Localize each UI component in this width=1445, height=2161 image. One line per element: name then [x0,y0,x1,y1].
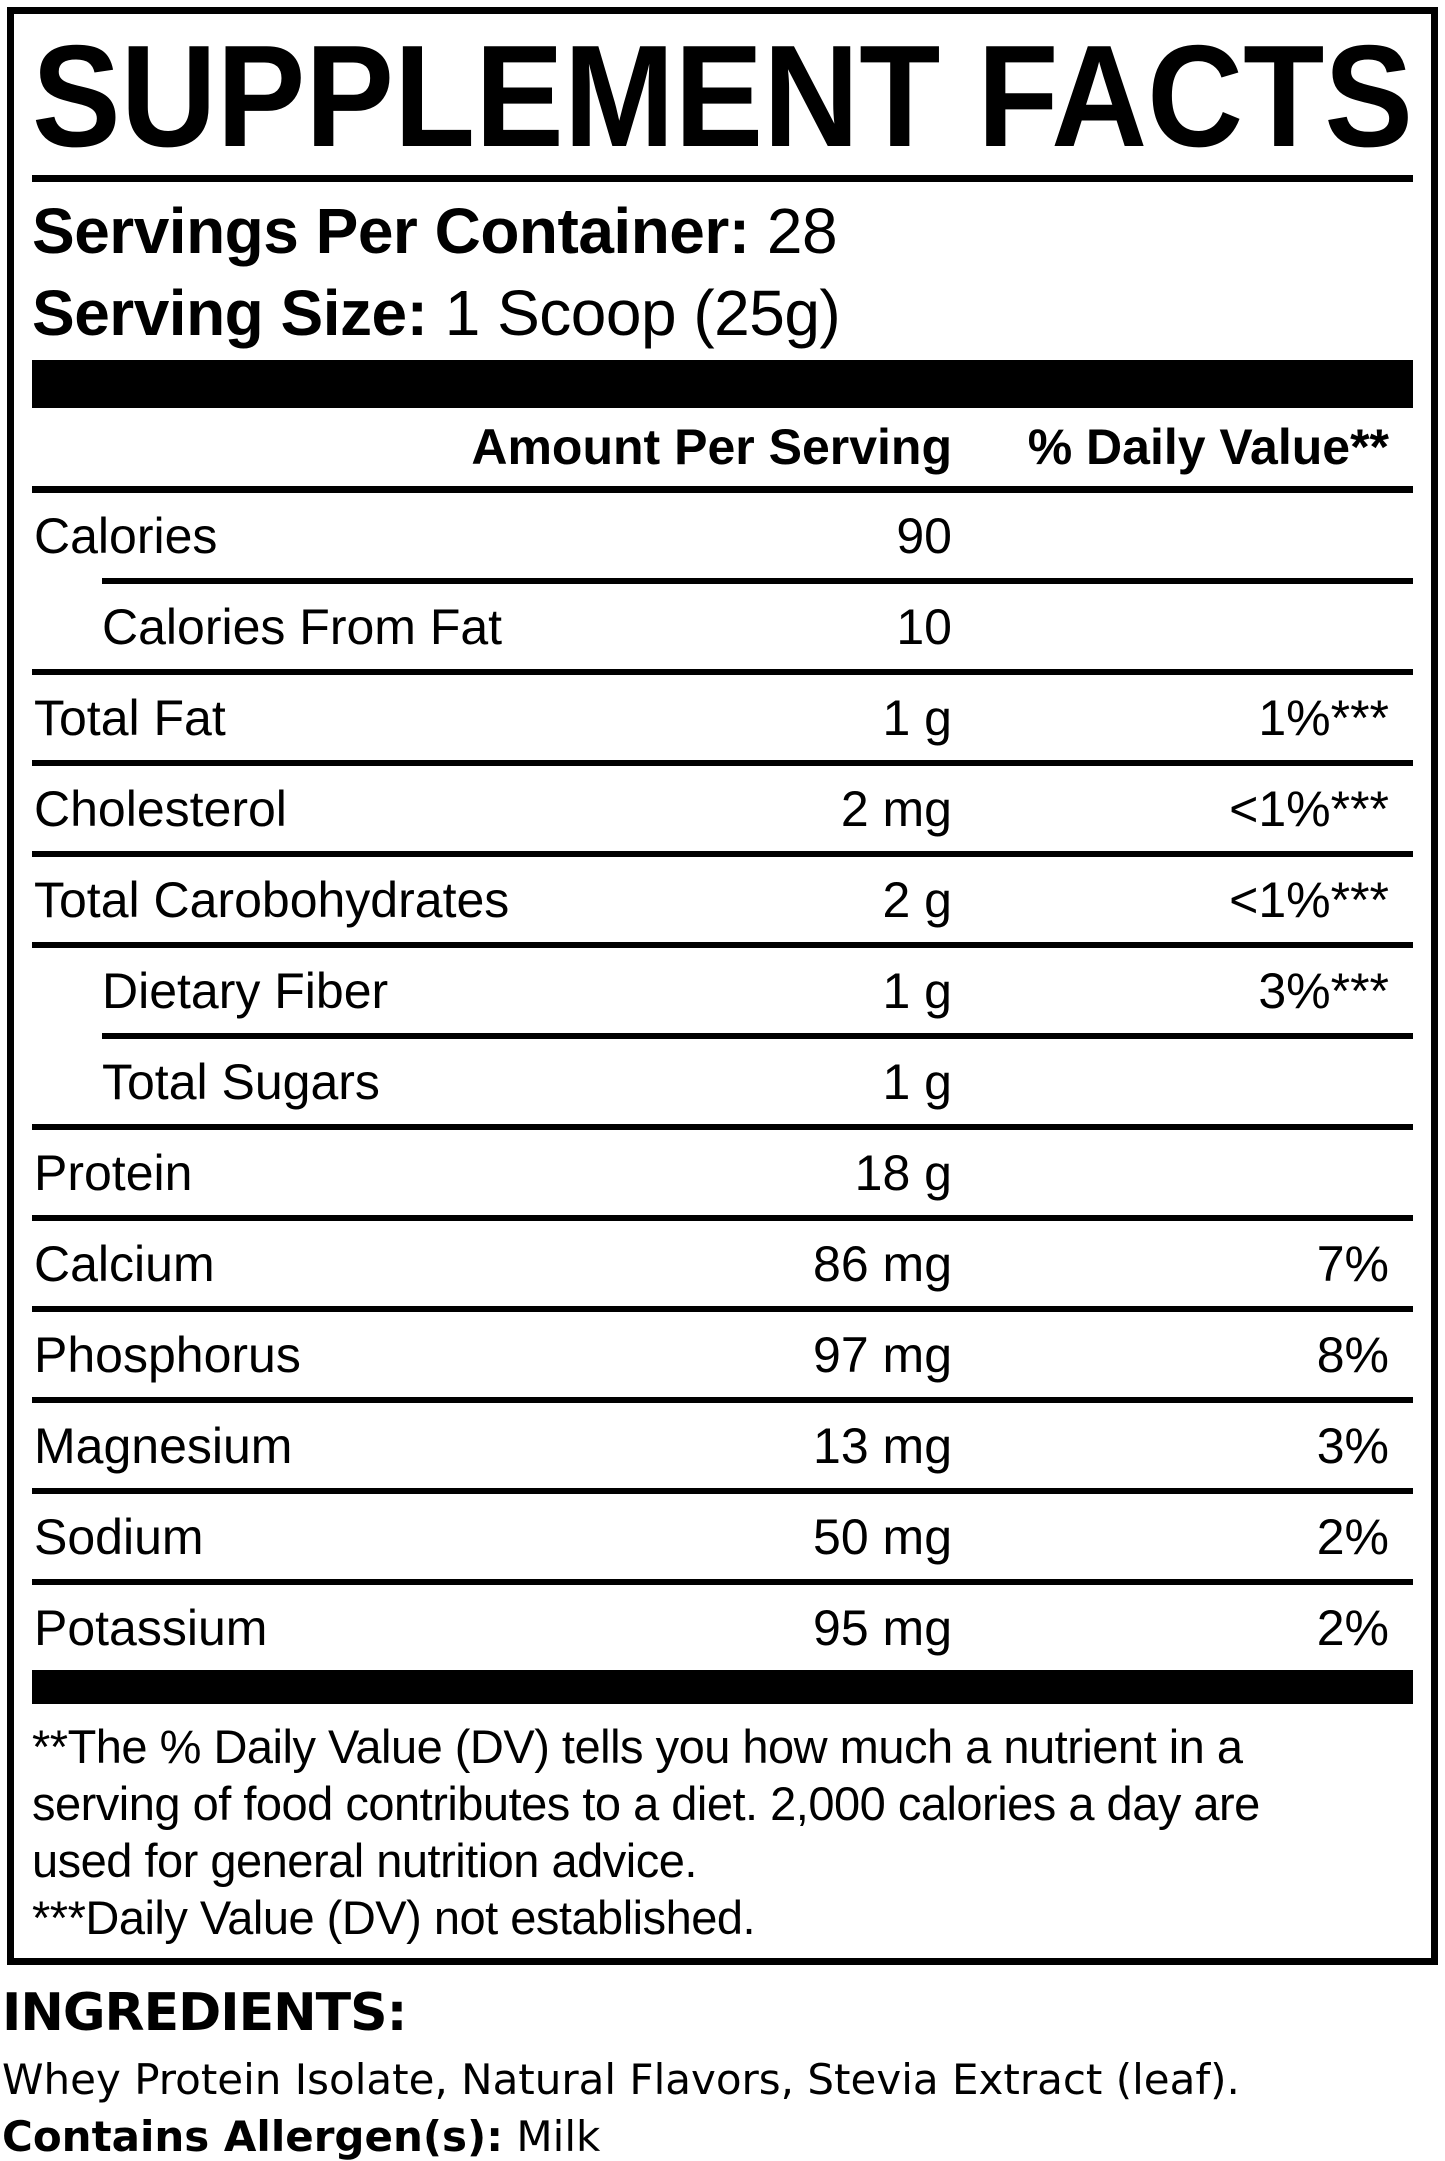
row-rule [32,851,1413,857]
row-rule [32,1306,1413,1312]
panel-title-graphic: SUPPLEMENT FACTS [32,38,1413,163]
row-rule [32,669,1413,675]
row-rule [32,1215,1413,1221]
ingredients-heading: INGREDIENTS: [2,1983,407,2043]
row-rule [102,578,1413,584]
nutrient-amount: 90 [896,507,952,564]
footnote: **The % Daily Value (DV) tells you how m… [32,1718,1413,1958]
row-calories-from-fat: Calories From Fat 10 [32,584,1413,669]
nutrient-dv: <1%*** [1229,871,1389,928]
nutrient-dv: 7% [1316,1235,1389,1292]
nutrient-label: Calories From Fat [102,598,503,655]
row-total-carbohydrates: Total Carobohydrates 2 g <1%*** [32,857,1413,942]
column-header-row: Amount Per Serving % Daily Value** [32,408,1413,486]
row-magnesium: Magnesium 13 mg 3% [32,1403,1413,1488]
nutrient-label: Calcium [34,1235,215,1292]
nutrient-amount: 18 g [854,1144,952,1201]
serving-size-value: 1 Scoop (25g) [444,277,841,349]
supplement-facts-panel: SUPPLEMENT FACTS Servings Per Container:… [7,7,1438,1965]
nutrient-dv: 2% [1316,1599,1389,1656]
row-phosphorus: Phosphorus 97 mg 8% [32,1312,1413,1397]
amount-column-header: Amount Per Serving [471,419,952,475]
nutrient-label: Total Fat [34,689,226,746]
nutrient-label: Total Carobohydrates [34,871,510,928]
nutrient-dv: 8% [1316,1326,1389,1383]
row-protein: Protein 18 g [32,1130,1413,1215]
title-rule [32,175,1413,182]
nutrient-amount: 97 mg [813,1326,952,1383]
daily-value-column-header: % Daily Value** [1027,419,1389,475]
nutrient-label: Protein [34,1144,193,1201]
nutrient-amount: 10 [896,598,952,655]
row-rule [32,1124,1413,1130]
serving-size-line: Serving Size: 1 Scoop (25g) [32,280,1413,346]
ingredients-section: INGREDIENTS: Whey Protein Isolate, Natur… [0,1965,1445,2161]
row-rule [32,1488,1413,1494]
nutrient-label: Dietary Fiber [102,962,389,1019]
row-rule [102,1033,1413,1039]
nutrient-dv: 2% [1316,1508,1389,1565]
nutrient-amount: 1 g [882,689,952,746]
serving-size-label: Serving Size: [32,277,428,349]
row-rule [32,942,1413,948]
row-calories: Calories 90 [32,493,1413,578]
nutrient-label: Phosphorus [34,1326,301,1383]
footnote-line: **The % Daily Value (DV) tells you how m… [32,1720,1243,1773]
nutrient-label: Total Sugars [102,1053,380,1110]
header-rule [32,486,1413,493]
row-rule [32,1579,1413,1585]
footnote-line: serving of food contributes to a diet. 2… [32,1777,1260,1830]
row-sodium: Sodium 50 mg 2% [32,1494,1413,1579]
nutrient-amount: 1 g [882,962,952,1019]
nutrient-amount: 86 mg [813,1235,952,1292]
nutrient-amount: 2 mg [840,780,952,837]
allergen-value: Milk [516,2112,601,2161]
nutrient-label: Magnesium [34,1417,293,1474]
nutrient-amount: 1 g [882,1053,952,1110]
page-title: SUPPLEMENT FACTS [32,38,1413,163]
allergen-line: Contains Allergen(s): Milk [2,2113,1439,2161]
nutrient-dv: <1%*** [1229,780,1389,837]
section-bar-top [32,360,1413,408]
nutrient-dv: 3%*** [1258,962,1389,1019]
nutrient-amount: 2 g [882,871,952,928]
nutrient-dv: 1%*** [1258,689,1389,746]
row-potassium: Potassium 95 mg 2% [32,1585,1413,1670]
nutrient-dv: 3% [1316,1417,1389,1474]
servings-per-container-value: 28 [766,195,838,267]
nutrient-amount: 50 mg [813,1508,952,1565]
row-rule [32,760,1413,766]
nutrient-amount: 13 mg [813,1417,952,1474]
servings-per-container-line: Servings Per Container: 28 [32,198,1413,264]
footnote-line: used for general nutrition advice. [32,1834,697,1887]
row-rule [32,1397,1413,1403]
row-total-sugars: Total Sugars 1 g [32,1039,1413,1124]
nutrient-label: Potassium [34,1599,268,1656]
nutrient-label: Cholesterol [34,780,287,837]
nutrient-label: Calories [34,507,218,564]
ingredients-list: Whey Protein Isolate, Natural Flavors, S… [2,2055,1240,2104]
row-cholesterol: Cholesterol 2 mg <1%*** [32,766,1413,851]
servings-per-container-label: Servings Per Container: [32,195,750,267]
footnote-line: ***Daily Value (DV) not established. [32,1891,756,1944]
nutrient-label: Sodium [34,1508,204,1565]
allergen-label: Contains Allergen(s): [2,2112,504,2161]
row-total-fat: Total Fat 1 g 1%*** [32,675,1413,760]
section-bar-bottom [32,1670,1413,1704]
nutrient-amount: 95 mg [813,1599,952,1656]
row-dietary-fiber: Dietary Fiber 1 g 3%*** [32,948,1413,1033]
row-calcium: Calcium 86 mg 7% [32,1221,1413,1306]
